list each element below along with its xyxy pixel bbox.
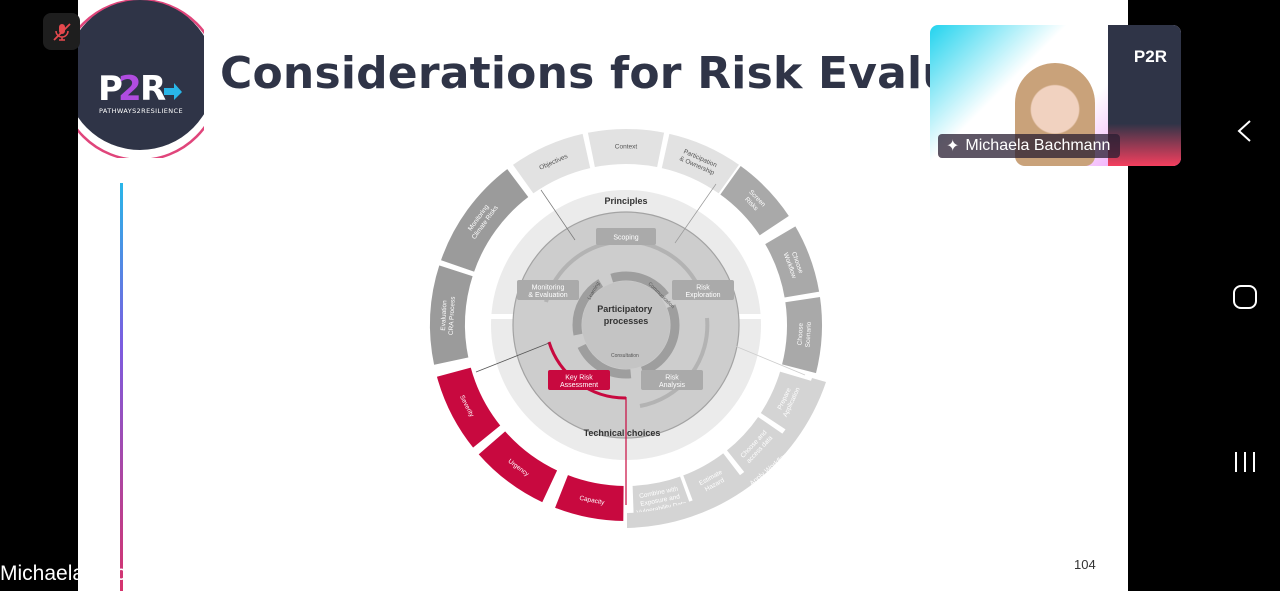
participation-cycle-ring bbox=[572, 271, 680, 379]
decorative-line bbox=[120, 183, 123, 591]
process-step-box bbox=[641, 370, 703, 390]
mute-toggle-button[interactable] bbox=[43, 13, 80, 50]
process-step-label: Scoping bbox=[613, 235, 638, 242]
outer-segment bbox=[428, 262, 476, 368]
logo-wordmark: PATHWAYS2RESILIENCE bbox=[99, 107, 183, 115]
center-label-1: Participatory bbox=[597, 304, 652, 314]
process-step-box bbox=[548, 370, 610, 390]
home-nav-button[interactable] bbox=[1232, 284, 1258, 310]
p2r-logo: P 2 R PATHWAYS2RESILIENCE bbox=[78, 0, 204, 158]
process-step-box bbox=[596, 228, 656, 245]
participant-name-label: ✦ Michaela Bachmann bbox=[938, 134, 1121, 158]
outer-segment bbox=[762, 223, 822, 300]
participant-video-tile[interactable]: P2R ✦ Michaela Bachmann bbox=[930, 25, 1181, 166]
process-step-label: Monitoring & Evaluation bbox=[528, 284, 567, 299]
outer-segment bbox=[475, 428, 560, 505]
outer-segment bbox=[552, 472, 626, 524]
outer-segment bbox=[510, 131, 593, 197]
active-speaker-name: Michaela Bachmann bbox=[0, 562, 191, 585]
outer-segment bbox=[585, 127, 667, 170]
participant-name: Michaela Bachmann bbox=[965, 137, 1111, 154]
outer-segment-label: Capacity bbox=[579, 495, 606, 507]
tile-background-banner: P2R bbox=[1108, 25, 1181, 166]
tile-logo: P2R bbox=[1133, 47, 1167, 66]
back-nav-button[interactable] bbox=[1234, 118, 1256, 144]
apply-workflow-arc bbox=[627, 378, 826, 528]
center-label-2: processes bbox=[604, 316, 649, 326]
process-step-label: Risk Exploration bbox=[685, 284, 720, 299]
svg-text:Participatory processes: Participatory processes bbox=[597, 304, 655, 326]
outer-segment-label: Context bbox=[615, 144, 638, 151]
outer-segment-label: ChooseScenario bbox=[797, 321, 813, 348]
svg-text:R: R bbox=[140, 69, 166, 109]
ring-word-consultation: Consultation bbox=[611, 353, 639, 359]
outer-segment bbox=[717, 163, 792, 239]
center-circle bbox=[582, 281, 670, 369]
process-step-label: Risk Analysis bbox=[659, 374, 686, 389]
technical-choices-label: Technical choices bbox=[584, 428, 661, 438]
outer-segment-label: EvaluationCRA Process bbox=[440, 295, 457, 335]
svg-text:P: P bbox=[98, 69, 123, 109]
process-step-label: Key Risk Assessment bbox=[560, 374, 598, 389]
outer-segment bbox=[434, 365, 504, 451]
process-step-box bbox=[517, 280, 579, 300]
outer-segment bbox=[438, 166, 532, 275]
principles-label: Principles bbox=[604, 196, 647, 206]
recents-nav-button[interactable] bbox=[1232, 450, 1258, 474]
process-step-box bbox=[672, 280, 734, 300]
mic-muted-icon bbox=[52, 22, 71, 41]
pin-icon: ✦ bbox=[946, 138, 960, 155]
svg-text:2: 2 bbox=[118, 69, 142, 109]
slide-page-number: 104 bbox=[1074, 557, 1096, 572]
